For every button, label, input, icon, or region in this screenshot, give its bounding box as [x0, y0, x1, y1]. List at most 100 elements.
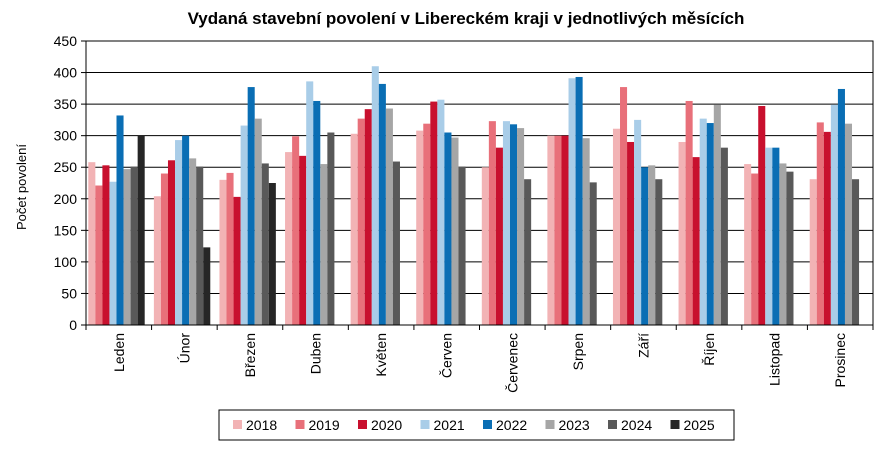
bar [517, 128, 525, 325]
bar [495, 147, 503, 325]
bar [692, 157, 700, 325]
bar [451, 137, 459, 325]
bar [109, 181, 117, 325]
legend-label: 2018 [246, 417, 277, 433]
x-tick-label: Únor [176, 333, 192, 364]
y-tick-label: 400 [54, 65, 78, 81]
bar [430, 101, 438, 325]
y-tick-label: 150 [54, 222, 78, 238]
legend-label: 2019 [309, 417, 340, 433]
x-tick-label: Květen [373, 333, 389, 377]
bar [299, 155, 307, 325]
bar [575, 76, 583, 325]
bar [226, 172, 234, 325]
bar [327, 132, 335, 325]
legend-swatch [545, 420, 555, 429]
x-tick-label: Listopad [767, 333, 783, 386]
bar [233, 196, 241, 325]
bar [116, 115, 124, 325]
bar [130, 166, 138, 325]
bar [182, 135, 190, 325]
x-tick-label: Leden [111, 333, 127, 372]
y-tick-label: 250 [54, 159, 78, 175]
y-tick-label: 300 [54, 128, 78, 144]
legend-label: 2024 [621, 417, 652, 433]
bar [458, 166, 466, 325]
bar [634, 119, 642, 325]
bar [554, 135, 562, 325]
bar [751, 173, 759, 325]
chart-title: Vydaná stavební povolení v Libereckém kr… [188, 9, 745, 28]
bar [582, 138, 590, 325]
bar [306, 81, 314, 325]
y-tick-label: 350 [54, 96, 78, 112]
bar [102, 165, 110, 325]
bar [655, 179, 663, 325]
bar [437, 99, 445, 325]
legend-swatch [608, 420, 617, 429]
x-tick-label: Prosinec [832, 333, 848, 387]
bar [510, 124, 518, 325]
bar [444, 132, 452, 325]
plot-area [85, 40, 874, 326]
legend-swatch [233, 420, 242, 429]
bar [175, 140, 183, 325]
bar [816, 122, 824, 325]
y-tick-label: 200 [54, 191, 78, 207]
bar [320, 164, 328, 325]
y-tick-label: 50 [61, 285, 77, 301]
bar [423, 123, 431, 326]
bar [589, 182, 597, 325]
bar [547, 135, 555, 325]
bar [823, 131, 831, 325]
bar [561, 135, 569, 325]
bar [620, 87, 628, 325]
legend-label: 2021 [434, 417, 465, 433]
bar [240, 125, 248, 325]
bar [285, 152, 293, 325]
bars [88, 66, 860, 326]
legend-label: 2020 [371, 417, 402, 433]
bar [481, 167, 489, 325]
bar [744, 164, 752, 325]
bar [685, 100, 693, 326]
bar [837, 88, 845, 326]
bar [830, 104, 838, 326]
bar [779, 163, 787, 325]
x-tick-label: Červenec [504, 333, 520, 393]
bar [416, 130, 424, 325]
bar [292, 136, 300, 325]
y-tick-labels: 0 50 100 150 200 250 300 350 400 450 [54, 33, 78, 333]
bar [852, 179, 860, 325]
bar [364, 109, 372, 325]
bar [706, 123, 714, 325]
bar [247, 87, 255, 325]
bar [160, 173, 168, 325]
bar [196, 166, 204, 325]
bar [219, 179, 227, 325]
bar [488, 121, 496, 326]
x-tick-label: Březen [242, 333, 258, 377]
bar [612, 128, 621, 325]
legend-swatch [358, 420, 367, 429]
bar [88, 162, 96, 325]
bar [758, 106, 766, 325]
bar [720, 147, 728, 325]
bar [568, 78, 576, 326]
bar [772, 147, 780, 325]
bar [167, 160, 176, 325]
bar [627, 141, 635, 325]
bar [678, 141, 686, 325]
bar [648, 165, 656, 325]
bar [203, 247, 211, 325]
bar [261, 163, 269, 325]
bar [254, 118, 262, 325]
bar [844, 123, 853, 326]
bar [268, 183, 276, 325]
y-tick-label: 0 [69, 317, 77, 333]
bar [153, 196, 161, 325]
x-tick-label: Září [636, 333, 652, 358]
gridlines [85, 40, 874, 326]
bar [392, 161, 400, 325]
bar [137, 135, 145, 325]
